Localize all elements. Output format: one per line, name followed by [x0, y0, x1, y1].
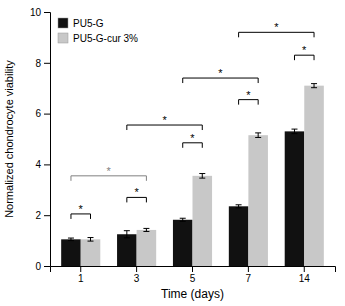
error-bar — [236, 205, 242, 208]
bar — [173, 220, 193, 266]
bar — [81, 239, 101, 266]
x-tick: 3 — [134, 266, 140, 284]
bar — [248, 135, 268, 266]
error-bar — [199, 174, 205, 179]
y-tick: 10 — [30, 7, 50, 18]
y-tick: 2 — [35, 210, 50, 221]
bar — [61, 239, 81, 266]
significance-star: * — [79, 203, 84, 215]
error-bar — [180, 218, 186, 221]
error-bar — [291, 129, 297, 134]
error-bar — [143, 228, 149, 231]
legend-swatch — [58, 33, 68, 43]
bar — [304, 86, 324, 266]
bar — [285, 131, 305, 266]
y-tick: 4 — [35, 159, 50, 170]
x-tick-label: 1 — [78, 273, 84, 284]
marks — [61, 84, 324, 266]
x-tick-label: 14 — [299, 273, 311, 284]
x-tick-label: 7 — [246, 273, 252, 284]
legend-label: PU5-G — [73, 18, 104, 29]
plot: 0 2 4 6 8 10 1 3 5 7 14 * * * * * * * * * PU5-G PU5-G-cur 3% — [30, 7, 336, 284]
error-bar — [88, 238, 94, 242]
x-tick-mark — [136, 266, 137, 272]
significance-star: * — [302, 44, 307, 56]
error-bar — [311, 84, 317, 88]
bar — [137, 230, 157, 266]
bar — [229, 206, 249, 266]
significance-star: * — [274, 21, 279, 33]
x-axis: 1 3 5 7 14 — [51, 266, 336, 284]
chart: 0 2 4 6 8 10 1 3 5 7 14 * * * * * * * * * PU5-G PU5-G-cur 3% T… — [0, 0, 345, 306]
error-bar — [255, 133, 261, 138]
y-tick-mark — [44, 164, 50, 165]
y-tick: 8 — [35, 58, 50, 69]
y-tick-label: 6 — [35, 108, 41, 119]
x-axis-line — [51, 267, 336, 273]
annotations: * * * * * * * * * — [71, 21, 314, 219]
y-tick-label: 8 — [35, 58, 41, 69]
bar — [193, 176, 213, 266]
y-tick-label: 4 — [35, 159, 41, 170]
series — [81, 84, 324, 266]
x-tick-mark — [80, 266, 81, 272]
error-bar — [124, 231, 130, 238]
y-tick-label: 10 — [30, 7, 42, 18]
x-tick-mark — [304, 266, 305, 272]
y-axis-title: Normalized chondrocyte viability — [3, 60, 15, 218]
significance-star: * — [190, 132, 195, 144]
error-bar — [68, 238, 74, 241]
significance-star: * — [246, 89, 251, 101]
y-tick: 6 — [35, 108, 50, 119]
x-tick-mark — [192, 266, 193, 272]
x-tick-mark — [248, 266, 249, 272]
y-axis: 0 2 4 6 8 10 — [30, 7, 51, 272]
y-tick-label: 2 — [35, 210, 41, 221]
x-tick: 7 — [246, 266, 252, 284]
x-tick: 14 — [299, 266, 311, 284]
y-tick-mark — [44, 63, 50, 64]
y-tick-label: 0 — [35, 261, 41, 272]
y-tick-mark — [44, 215, 50, 216]
x-tick-label: 5 — [190, 273, 196, 284]
x-tick: 1 — [78, 266, 84, 284]
significance-star: * — [107, 165, 112, 177]
y-axis-line — [44, 13, 51, 267]
legend: PU5-G PU5-G-cur 3% — [58, 18, 138, 44]
y-tick: 0 — [35, 261, 50, 272]
x-axis-title: Time (days) — [161, 287, 224, 301]
legend-label: PU5-G-cur 3% — [73, 33, 138, 44]
x-tick-label: 3 — [134, 273, 140, 284]
y-tick-mark — [44, 12, 50, 13]
legend-item: PU5-G-cur 3% — [58, 33, 138, 44]
y-tick-mark — [44, 114, 50, 115]
legend-swatch — [58, 18, 68, 28]
significance-star: * — [218, 67, 223, 79]
series — [61, 129, 304, 266]
legend-item: PU5-G — [58, 18, 104, 29]
bar — [117, 234, 137, 266]
y-tick-mark — [44, 266, 50, 267]
significance-star: * — [134, 186, 139, 198]
significance-star: * — [162, 114, 167, 126]
x-tick: 5 — [190, 266, 196, 284]
